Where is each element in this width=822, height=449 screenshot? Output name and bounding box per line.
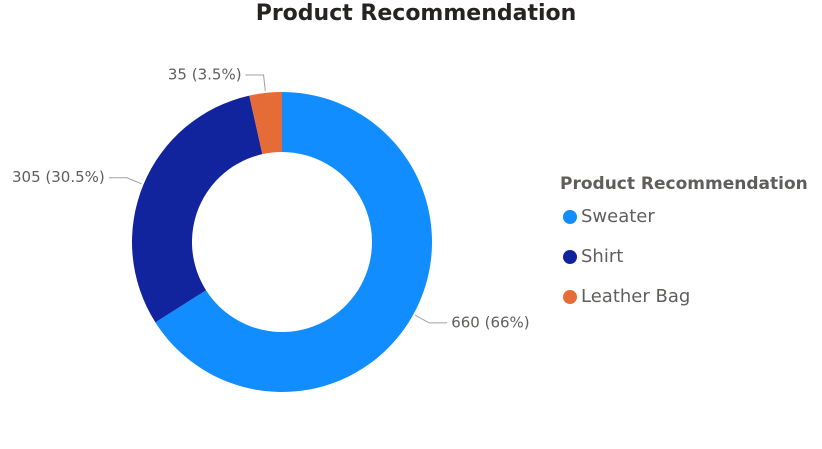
data-label: 305 (30.5%) xyxy=(12,168,105,186)
legend-marker xyxy=(563,290,577,304)
data-label: 35 (3.5%) xyxy=(168,66,242,84)
leader-line xyxy=(108,177,142,185)
legend-marker xyxy=(563,210,577,224)
legend-label: Shirt xyxy=(581,246,623,267)
slice xyxy=(155,92,432,392)
chart-title: Product Recommendation xyxy=(256,1,577,26)
legend-label: Leather Bag xyxy=(581,286,690,307)
legend-label: Sweater xyxy=(581,206,655,227)
leader-line xyxy=(245,74,266,91)
slice xyxy=(131,95,263,323)
legend-title: Product Recommendation xyxy=(560,174,808,194)
slice xyxy=(249,92,282,155)
leader-line xyxy=(414,314,448,324)
legend-marker xyxy=(563,250,577,264)
data-label: 660 (66%) xyxy=(451,313,529,331)
